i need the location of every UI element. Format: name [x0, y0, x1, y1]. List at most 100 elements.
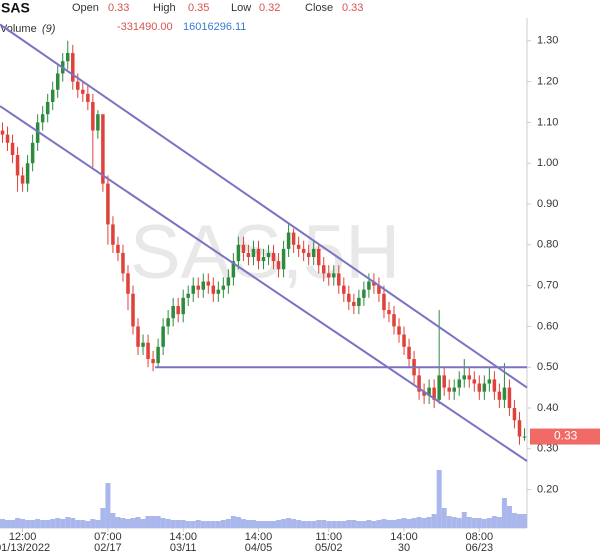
volume-bar — [421, 518, 427, 528]
candle-body — [342, 285, 346, 294]
candle-body — [211, 285, 216, 294]
candle-body — [261, 257, 266, 262]
candle-body — [156, 346, 160, 364]
high-label: High — [153, 2, 176, 14]
candle-body — [271, 252, 276, 262]
candle-body — [347, 293, 351, 302]
candle-body — [502, 387, 507, 400]
volume-bar — [260, 521, 267, 528]
candle-body — [291, 232, 296, 245]
volume-bar — [506, 506, 512, 528]
volume-bar — [70, 518, 76, 528]
candle-body — [201, 281, 206, 290]
candle-body — [281, 248, 286, 270]
y-tick-label: 0.90 — [537, 198, 558, 210]
candle-body — [332, 273, 336, 278]
candle-body — [482, 383, 487, 392]
watermark: SAS,5H — [130, 210, 400, 295]
candle-body — [66, 53, 70, 62]
volume-bar — [250, 520, 256, 528]
volume-bar — [441, 508, 447, 528]
x-tick-label: 03/11 — [170, 542, 197, 554]
candle-body — [417, 375, 421, 392]
candle-body — [397, 326, 401, 335]
candle-body — [126, 273, 130, 294]
volume-bar — [351, 520, 357, 528]
x-tick-label: 02/17 — [94, 542, 122, 554]
y-tick-label: 0.30 — [537, 443, 558, 455]
volume-change: -331490.00 — [117, 21, 173, 33]
candle-body — [50, 89, 55, 102]
volume-bar — [521, 514, 527, 528]
x-tick-label: 12:00 — [9, 531, 37, 543]
volume-bar — [0, 519, 6, 528]
candle-body — [387, 310, 391, 315]
volume-bar — [426, 517, 432, 528]
high-value: 0.35 — [188, 2, 209, 14]
low-label: Low — [231, 2, 251, 14]
candle-body — [5, 134, 10, 143]
candle-body — [457, 379, 461, 388]
x-tick-label: 14:00 — [390, 531, 418, 543]
candle-body — [0, 130, 5, 135]
volume-bar — [170, 520, 176, 528]
volume-bar — [215, 521, 221, 528]
trend-line — [0, 105, 528, 462]
candle-body — [106, 183, 110, 225]
volume-bar — [130, 518, 136, 528]
volume-bar — [466, 517, 472, 528]
candle-body — [15, 155, 20, 176]
candle-body — [306, 252, 311, 258]
volume-bar — [60, 519, 66, 528]
candle-body — [367, 281, 371, 290]
candle-body — [176, 306, 180, 315]
volume-bar — [456, 518, 462, 528]
candle-body — [81, 89, 85, 94]
volume-bar — [416, 517, 422, 528]
volume-bar — [5, 520, 11, 528]
volume-bar — [436, 470, 442, 528]
candle-body — [141, 342, 145, 347]
candle-body — [236, 244, 241, 262]
x-tick-label: 01/13/2022 — [0, 542, 50, 554]
x-tick-label: 05/02 — [315, 542, 343, 554]
candle-body — [76, 81, 80, 90]
volume-bar — [316, 520, 322, 528]
candle-body — [20, 175, 25, 184]
candle-body — [422, 391, 426, 396]
y-tick-label: 0.50 — [537, 361, 558, 373]
candle-body — [487, 379, 492, 384]
volume-bar — [296, 520, 302, 528]
candle-body — [101, 114, 105, 184]
candle-body — [437, 375, 441, 400]
candle-body — [316, 248, 321, 266]
symbol: SAS — [1, 0, 30, 16]
candle-body — [372, 281, 376, 286]
candle-body — [71, 53, 75, 82]
candle-body — [131, 293, 135, 327]
volume-bar — [291, 519, 297, 528]
open-label: Open — [72, 2, 99, 14]
candle-body — [301, 248, 306, 253]
volume-bar — [105, 483, 111, 528]
volume-bar — [35, 519, 41, 528]
candle-body — [181, 297, 185, 315]
candle-body — [442, 375, 446, 388]
volume-bar — [120, 518, 126, 528]
y-tick-label: 1.20 — [537, 76, 558, 88]
candle-body — [191, 285, 195, 294]
candle-body — [186, 293, 190, 298]
volume-bar — [240, 519, 246, 528]
candle-body — [55, 73, 60, 90]
volume-bar — [446, 516, 452, 528]
volume-bar — [341, 521, 347, 528]
candle-body — [146, 342, 150, 360]
x-tick-label: 06/23 — [466, 542, 494, 554]
candle-body — [231, 261, 236, 278]
volume-bar — [160, 518, 166, 528]
volume-bar — [255, 521, 261, 528]
candle-body — [151, 359, 155, 364]
candle-body — [266, 252, 271, 258]
candle-body — [326, 273, 331, 278]
candle-body — [321, 265, 326, 274]
